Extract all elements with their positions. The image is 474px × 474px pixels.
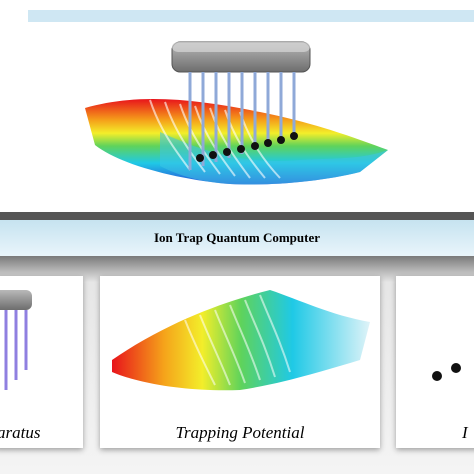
ions-art	[432, 363, 461, 381]
ions	[196, 132, 298, 162]
trapping-art	[112, 290, 370, 391]
pins	[188, 72, 296, 170]
top-band	[28, 10, 474, 22]
main-illustration	[85, 41, 388, 185]
figure-title: Ion Trap Quantum Computer	[154, 230, 320, 245]
title-band	[0, 220, 474, 256]
panel-ions	[396, 276, 474, 448]
panel-label: I	[461, 423, 469, 442]
apparatus-art	[0, 290, 32, 390]
chip-top	[172, 42, 310, 52]
separator	[0, 212, 474, 220]
panel-label: Trapping Potential	[176, 423, 305, 442]
panel-label: aratus	[0, 423, 41, 442]
top-margin	[0, 0, 474, 10]
